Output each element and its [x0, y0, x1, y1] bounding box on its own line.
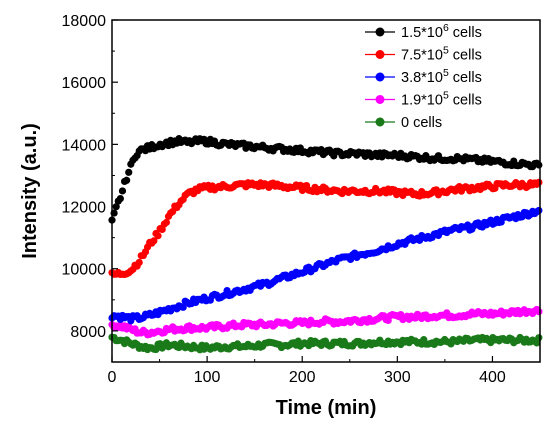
x-tick-label: 100	[194, 369, 221, 386]
y-tick-label: 12000	[62, 200, 107, 217]
y-tick-label: 14000	[62, 137, 107, 154]
legend-label: 1.5*106 cells	[401, 22, 482, 41]
x-tick-label: 300	[384, 369, 411, 386]
legend-label: 0 cells	[401, 115, 442, 131]
x-tick-label: 0	[108, 369, 117, 386]
data-point	[118, 187, 127, 195]
plot-frame	[111, 19, 541, 363]
legend-marker	[375, 95, 385, 104]
data-point	[162, 218, 171, 226]
y-axis-title: Intensity (a.u.)	[19, 123, 41, 259]
legend-label-suffix: cells	[449, 93, 482, 109]
legend-marker	[375, 117, 385, 127]
legend-label-exponent: 5	[443, 67, 449, 79]
legend-label: 7.5*105 cells	[401, 45, 482, 64]
legend-label-base: 1.9*10	[401, 93, 443, 109]
data-point	[154, 232, 162, 240]
data-point	[535, 334, 543, 342]
legend-label-exponent: 5	[443, 45, 449, 57]
legend-label-exponent: 6	[443, 22, 449, 34]
x-tick-label: 400	[479, 369, 506, 386]
series-3	[108, 305, 543, 339]
legend-marker	[375, 72, 385, 82]
data-point	[116, 194, 124, 203]
series-layer	[108, 135, 543, 354]
legend-label-suffix: cells	[449, 48, 482, 64]
legend-marker	[375, 50, 385, 59]
legend-label-base: 3.8*10	[401, 70, 443, 86]
y-tick-label: 16000	[62, 75, 107, 92]
y-tick-label: 10000	[62, 262, 107, 279]
data-point	[179, 303, 187, 311]
x-tick-label: 200	[289, 369, 316, 386]
y-tick-label: 18000	[62, 13, 107, 30]
x-axis-title: Time (min)	[276, 397, 377, 419]
legend-label-base: 0 cells	[401, 115, 442, 131]
data-point	[535, 161, 543, 169]
legend-label-suffix: cells	[449, 25, 482, 41]
series-4	[108, 333, 543, 354]
legend-label-base: 1.5*10	[401, 25, 443, 41]
series-2	[108, 206, 543, 325]
legend-label: 1.9*105 cells	[401, 90, 482, 109]
axes-layer: 0 100 200 300 400 8000 10000 12000 14000 16000 180…	[62, 13, 506, 386]
data-point	[125, 168, 133, 176]
legend-marker	[375, 27, 385, 37]
data-point	[150, 237, 158, 245]
data-point	[535, 206, 543, 215]
data-point	[123, 176, 131, 184]
y-tick-label: 8000	[70, 324, 106, 341]
legend-label: 3.8*105 cells	[401, 67, 482, 86]
data-point	[135, 258, 143, 267]
legend-label-suffix: cells	[449, 70, 482, 86]
series-0	[108, 135, 543, 224]
legend-label-base: 7.5*10	[401, 48, 443, 64]
data-point	[535, 178, 543, 186]
data-point	[535, 308, 543, 316]
legend-label-exponent: 5	[443, 90, 449, 102]
